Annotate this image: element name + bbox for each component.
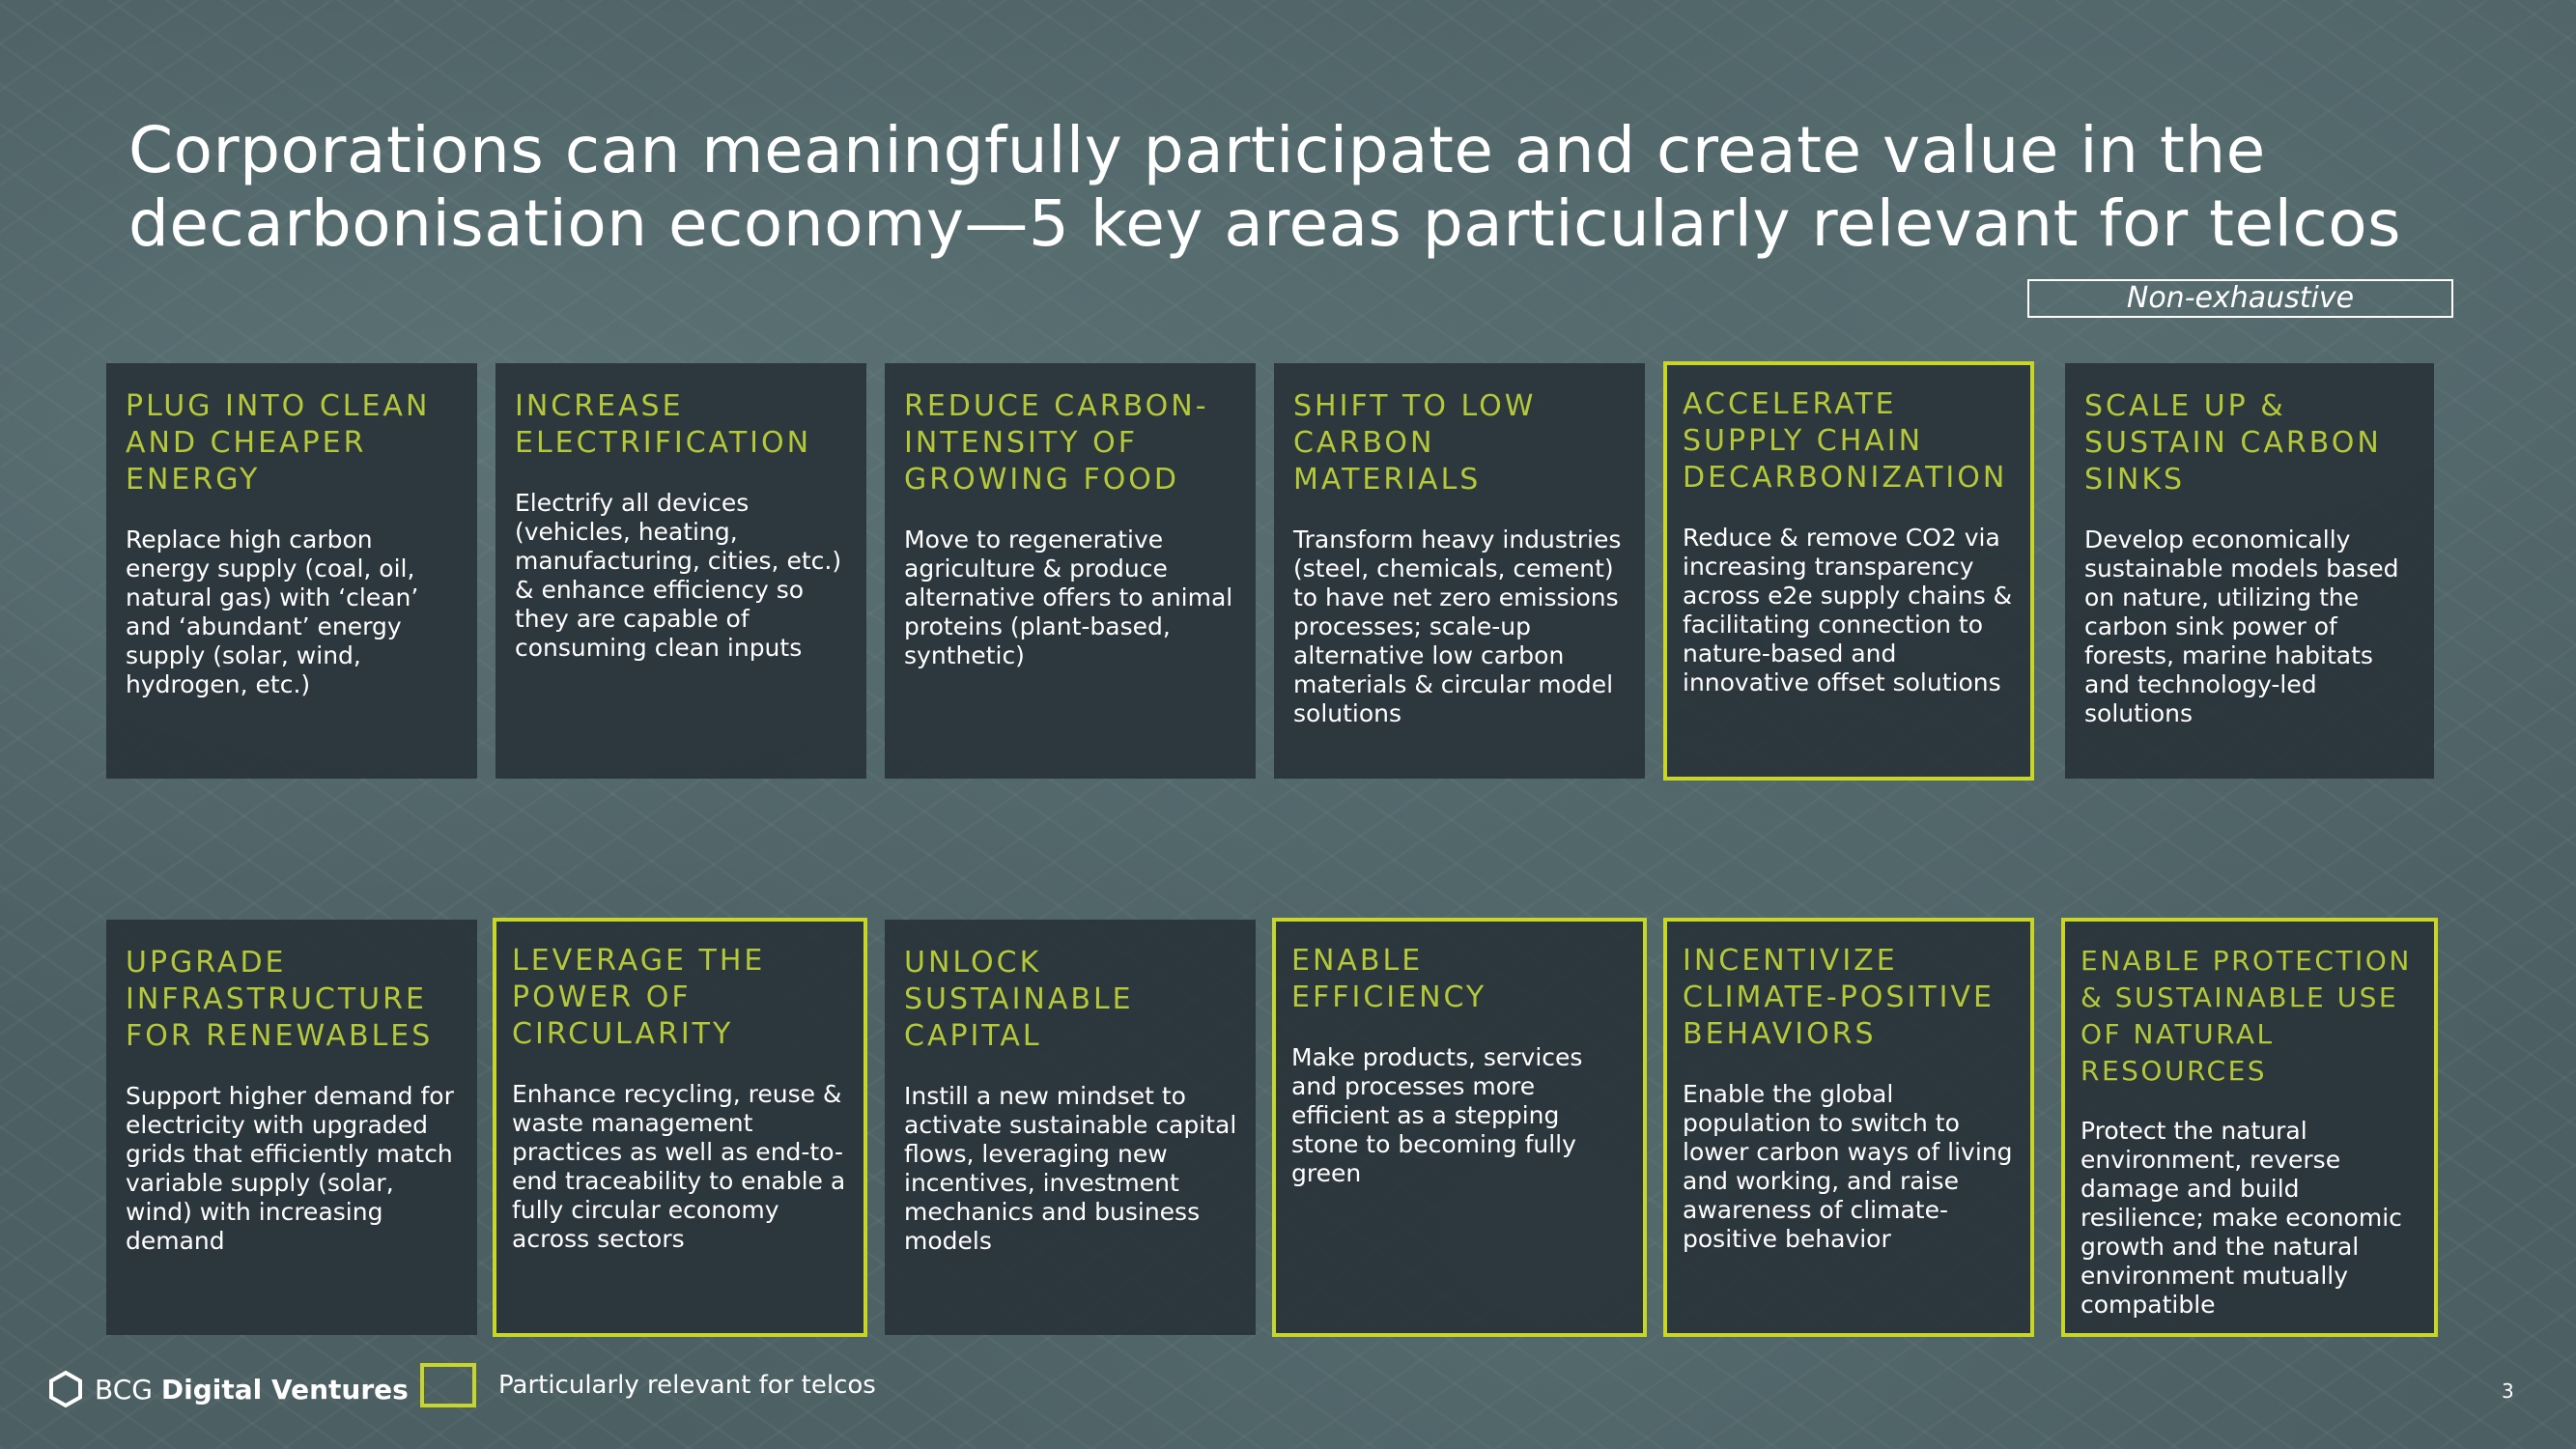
card-description: Instill a new mindset to activate sustai… <box>904 1082 1237 1255</box>
card-title: PLUG INTO CLEAN AND CHEAPER ENERGY <box>126 389 431 497</box>
card-description: Support higher demand for electricity wi… <box>126 1082 454 1255</box>
card-circularity: LEVERAGE THE POWER OF CIRCULARITY Enhanc… <box>493 918 867 1337</box>
card-climate-behaviors: INCENTIVIZE CLIMATE-POSITIVE BEHAVIORS E… <box>1663 918 2034 1337</box>
card-title: SHIFT TO LOW CARBON MATERIALS <box>1293 389 1537 497</box>
card-description: Move to regenerative agriculture & produ… <box>904 526 1233 669</box>
card-electrification: INCREASE ELECTRIFICATION Electrify all d… <box>495 363 866 779</box>
card-description: Reduce & remove CO2 via increasing trans… <box>1683 524 2013 696</box>
card-description: Replace high carbon energy supply (coal,… <box>126 526 419 698</box>
card-title: UNLOCK SUSTAINABLE CAPITAL <box>904 946 1134 1053</box>
legend-swatch <box>420 1363 476 1407</box>
card-food-carbon: REDUCE CARBON-INTENSITY OF GROWING FOOD … <box>885 363 1256 779</box>
card-description: Electrify all devices (vehicles, heating… <box>515 489 842 662</box>
hexagon-logo-icon <box>48 1370 83 1408</box>
non-exhaustive-note: Non-exhaustive <box>2027 279 2453 318</box>
card-title: ENABLE EFFICIENCY <box>1291 944 1487 1014</box>
card-title: SCALE UP & SUSTAIN CARBON SINKS <box>2084 389 2382 497</box>
card-description: Make products, services and processes mo… <box>1291 1043 1583 1187</box>
page-title: Corporations can meaningfully participat… <box>128 113 2402 261</box>
card-natural-resources: ENABLE PROTECTION & SUSTAINABLE USE OF N… <box>2061 918 2438 1337</box>
bcg-logo: BCG Digital Ventures <box>48 1370 409 1408</box>
card-title: ACCELERATE SUPPLY CHAIN DECARBONIZATION <box>1683 387 2008 495</box>
card-efficiency: ENABLE EFFICIENCY Make products, service… <box>1272 918 1647 1337</box>
card-title: ENABLE PROTECTION & SUSTAINABLE USE OF N… <box>2081 945 2412 1087</box>
card-description: Enable the global population to switch t… <box>1683 1080 2013 1253</box>
card-description: Protect the natural environment, reverse… <box>2081 1117 2402 1319</box>
logo-text: BCG Digital Ventures <box>95 1373 409 1406</box>
card-clean-energy: PLUG INTO CLEAN AND CHEAPER ENERGY Repla… <box>106 363 477 779</box>
card-description: Enhance recycling, reuse & waste managem… <box>512 1080 846 1253</box>
card-infrastructure: UPGRADE INFRASTRUCTURE FOR RENEWABLES Su… <box>106 920 477 1335</box>
card-description: Develop economically sustainable models … <box>2084 526 2399 727</box>
page-number: 3 <box>2502 1379 2514 1403</box>
card-title: LEVERAGE THE POWER OF CIRCULARITY <box>512 944 766 1051</box>
card-title: REDUCE CARBON-INTENSITY OF GROWING FOOD <box>904 389 1209 497</box>
card-low-carbon-materials: SHIFT TO LOW CARBON MATERIALS Transform … <box>1274 363 1645 779</box>
card-carbon-sinks: SCALE UP & SUSTAIN CARBON SINKS Develop … <box>2065 363 2434 779</box>
card-description: Transform heavy industries (steel, chemi… <box>1293 526 1622 727</box>
card-title: UPGRADE INFRASTRUCTURE FOR RENEWABLES <box>126 946 434 1053</box>
card-title: INCENTIVIZE CLIMATE-POSITIVE BEHAVIORS <box>1683 944 1995 1051</box>
legend-label: Particularly relevant for telcos <box>498 1371 876 1400</box>
card-sustainable-capital: UNLOCK SUSTAINABLE CAPITAL Instill a new… <box>885 920 1256 1335</box>
card-supply-chain: ACCELERATE SUPPLY CHAIN DECARBONIZATION … <box>1663 361 2034 781</box>
card-title: INCREASE ELECTRIFICATION <box>515 389 812 460</box>
